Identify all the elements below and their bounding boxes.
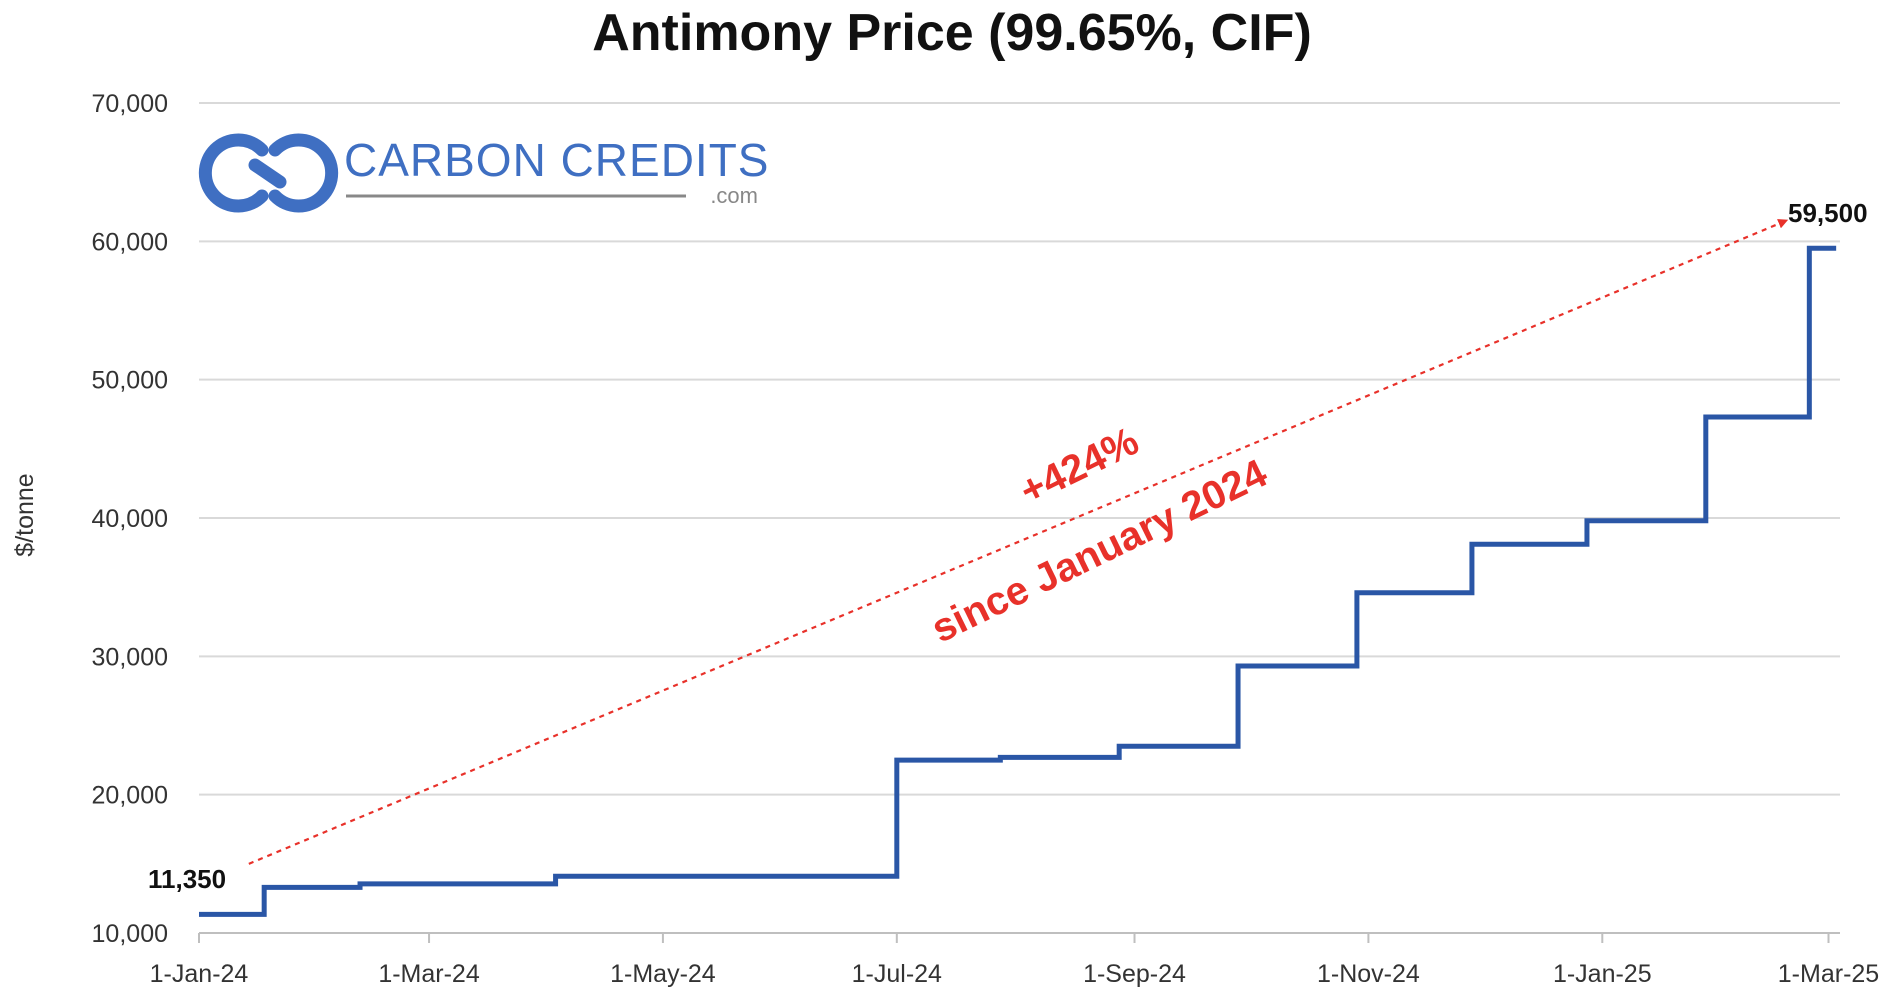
x-tick-label: 1-May-24 — [610, 960, 716, 988]
chart-title: Antimony Price (99.65%, CIF) — [592, 4, 1312, 62]
x-tick-label: 1-Sep-24 — [1083, 960, 1186, 988]
annotation-change: +424% — [1013, 419, 1145, 514]
y-tick-label: 20,000 — [92, 782, 168, 810]
data-label-start: 11,350 — [148, 864, 226, 894]
carbon-credits-logo: CARBON CREDITS .com — [198, 133, 769, 213]
x-tick-label: 1-Mar-25 — [1778, 960, 1879, 988]
series-line — [199, 245, 1837, 917]
x-tick-label: 1-Nov-24 — [1317, 960, 1420, 988]
y-tick-label: 70,000 — [92, 90, 168, 118]
x-tick-label: 1-Jan-25 — [1553, 960, 1652, 988]
linked-rings-icon — [198, 133, 339, 213]
y-axis-ticks: 10,000 20,000 30,000 40,000 50,000 60,000 70,0… — [92, 90, 168, 948]
y-axis-label: $/tonne — [11, 473, 39, 556]
data-label-end: 59,500 — [1788, 198, 1868, 228]
y-tick-label: 50,000 — [92, 367, 168, 395]
trend-arrow — [248, 219, 1789, 865]
x-tick-label: 1-Jul-24 — [852, 960, 942, 988]
y-tick-label: 10,000 — [92, 920, 168, 948]
y-tick-label: 30,000 — [92, 643, 168, 671]
x-axis-ticks: 1-Jan-24 1-Mar-24 1-May-24 1-Jul-24 1-Sep-24… — [150, 933, 1879, 988]
x-tick-label: 1-Mar-24 — [378, 960, 480, 988]
logo-name: CARBON CREDITS — [344, 134, 769, 186]
y-tick-label: 60,000 — [92, 228, 168, 256]
x-tick-label: 1-Jan-24 — [150, 960, 249, 988]
annotation-since: since January 2024 — [925, 451, 1275, 652]
logo-suffix: .com — [710, 183, 758, 208]
gridlines — [199, 102, 1840, 796]
y-tick-label: 40,000 — [92, 505, 168, 533]
